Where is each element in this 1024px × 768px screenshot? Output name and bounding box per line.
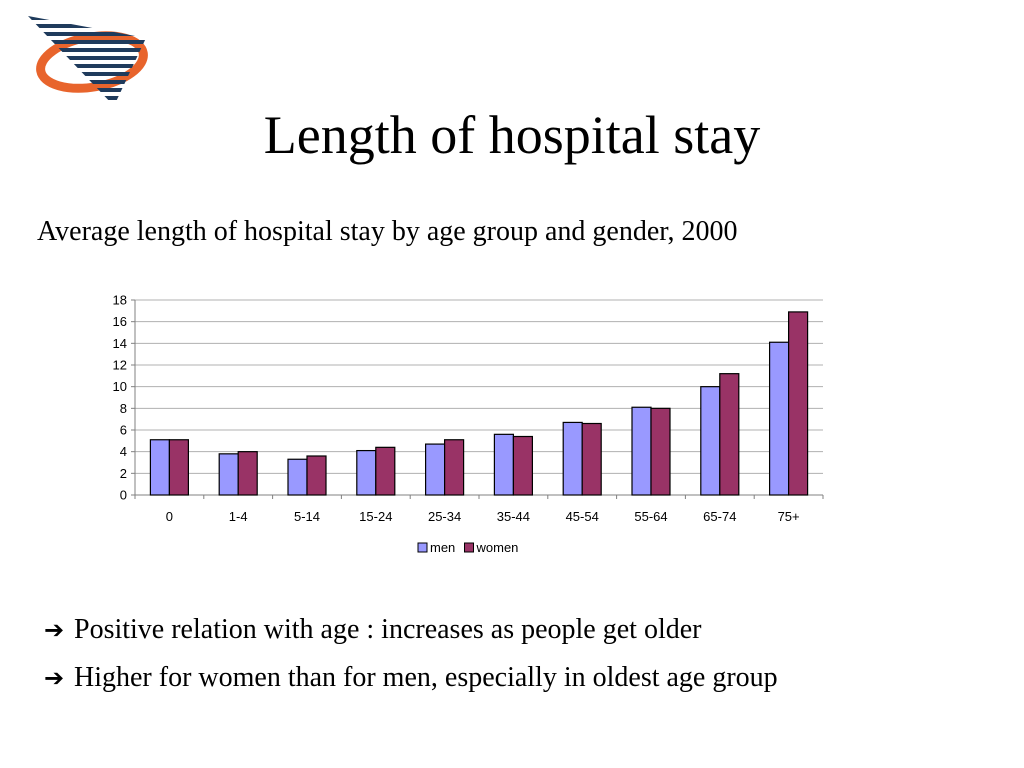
bar-women <box>650 407 671 496</box>
logo <box>28 16 148 100</box>
x-tick-label: 0 <box>166 509 173 524</box>
y-tick-label: 12 <box>113 358 127 373</box>
bar-men <box>493 433 514 496</box>
bar-men <box>562 421 583 496</box>
bar-women <box>237 451 258 496</box>
x-tick-label: 65-74 <box>703 509 736 524</box>
bar-men <box>287 458 308 496</box>
page-title: Length of hospital stay <box>263 105 761 165</box>
x-tick-label: 35-44 <box>497 509 530 524</box>
bullet-text: Positive relation with age : increases a… <box>74 614 702 645</box>
bar-women <box>375 446 396 496</box>
right-arrow-icon: ➔ <box>44 664 65 692</box>
bar-women <box>581 422 602 496</box>
legend-swatch-women <box>464 542 474 553</box>
x-tick-label: 75+ <box>778 509 800 524</box>
bar-men <box>768 341 790 496</box>
bar-women <box>512 435 533 496</box>
bar-men <box>700 386 721 496</box>
legend-label: women <box>476 540 519 555</box>
y-tick-label: 6 <box>120 423 127 438</box>
right-arrow-icon: ➔ <box>44 616 65 644</box>
bar-men <box>149 439 171 496</box>
x-tick-label: 45-54 <box>566 509 599 524</box>
y-tick-label: 4 <box>120 444 127 459</box>
bar-men <box>356 449 377 496</box>
bar-women <box>306 455 327 496</box>
bar-chart: 0 2 4 6 8 10 12 14 16 18 0 1-4 5-14 15-24 25-34 35-44 45… <box>113 293 824 555</box>
bar-men <box>631 406 652 496</box>
y-tick-label: 18 <box>113 293 127 308</box>
x-tick-label: 15-24 <box>359 509 392 524</box>
bar-women <box>168 439 190 496</box>
legend-swatch-men <box>417 542 428 553</box>
y-tick-label: 14 <box>113 336 127 351</box>
x-tick-label: 25-34 <box>428 509 461 524</box>
chart-subtitle: Average length of hospital stay by age g… <box>37 216 738 247</box>
x-tick-label: 1-4 <box>229 509 248 524</box>
logo-swoosh <box>36 31 148 93</box>
x-tick-label: 55-64 <box>634 509 667 524</box>
bullet-list: ➔ Positive relation with age : increases … <box>44 606 778 702</box>
bar-men <box>218 453 239 496</box>
y-tick-label: 2 <box>120 466 127 481</box>
y-tick-label: 10 <box>113 379 127 394</box>
bar-women <box>787 311 809 496</box>
y-tick-label: 8 <box>120 401 127 416</box>
bullet-text: Higher for women than for men, especiall… <box>74 662 778 693</box>
y-tick-label: 16 <box>113 314 127 329</box>
bar-women <box>719 373 740 496</box>
legend-label: men <box>430 540 455 555</box>
y-tick-label: 0 <box>120 488 127 503</box>
bar-men <box>425 443 446 496</box>
bullet-item: ➔ Higher for women than for men, especial… <box>44 654 778 702</box>
bar-women <box>444 439 465 496</box>
x-tick-label: 5-14 <box>294 509 320 524</box>
bullet-item: ➔ Positive relation with age : increases … <box>44 606 778 654</box>
